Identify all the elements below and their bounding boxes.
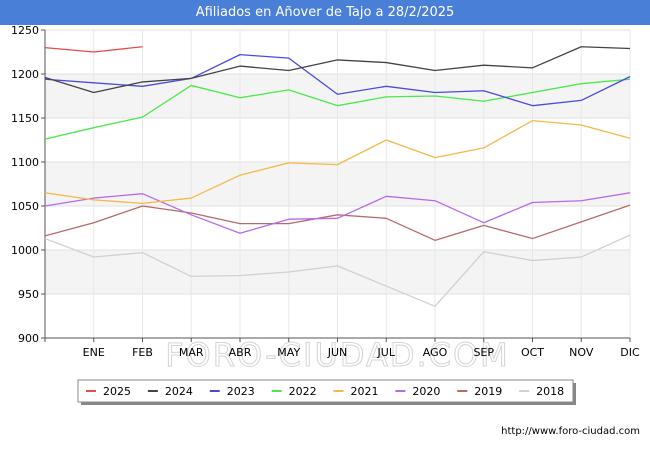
series-line-2023 (44, 53, 631, 107)
legend-label-2025: 2025 (103, 385, 131, 398)
x-tick-label: ABR (229, 346, 252, 359)
series-line-2024 (44, 46, 631, 94)
y-tick-label: 1000 (11, 244, 39, 257)
y-tick-label: 1150 (11, 112, 39, 125)
x-tick-label: JUL (377, 346, 396, 359)
x-tick-label: DIC (620, 346, 640, 359)
series-line-2025 (44, 46, 143, 53)
y-tick-label: 1200 (11, 68, 39, 81)
y-tick-label: 1250 (11, 24, 39, 37)
x-tick-label: SEP (473, 346, 494, 359)
legend-box (77, 379, 574, 403)
x-tick-label: MAR (179, 346, 204, 359)
x-tick-label: JUN (327, 346, 348, 359)
watermark: FORO-CIUDAD.COM (165, 336, 510, 374)
x-tick-label: AGO (423, 346, 448, 359)
legend-label-2023: 2023 (227, 385, 255, 398)
y-tick-label: 950 (18, 288, 39, 301)
series-line-2019 (44, 204, 631, 241)
x-tick-label: MAY (277, 346, 300, 359)
x-tick-label: FEB (132, 346, 153, 359)
series-line-2018 (44, 234, 631, 307)
x-tick-label: ENE (83, 346, 105, 359)
y-tick-label: 1100 (11, 156, 39, 169)
series-line-2020 (44, 192, 631, 234)
legend-label-2018: 2018 (536, 385, 564, 398)
legend-label-2022: 2022 (289, 385, 317, 398)
chart-title: Afiliados en Añover de Tajo a 28/2/2025 (195, 5, 455, 20)
legend-label-2024: 2024 (165, 385, 193, 398)
title-bar (0, 0, 650, 25)
footer-url: http://www.foro-ciudad.com (501, 426, 640, 437)
legend-label-2021: 2021 (351, 385, 379, 398)
x-tick-label: NOV (569, 346, 594, 359)
legend-label-2019: 2019 (474, 385, 502, 398)
x-tick-label: OCT (521, 346, 544, 359)
series-line-2022 (44, 78, 631, 140)
y-tick-label: 1050 (11, 200, 39, 213)
series-line-2021 (44, 119, 631, 205)
legend-label-2020: 2020 (412, 385, 440, 398)
y-tick-label: 900 (18, 332, 39, 345)
